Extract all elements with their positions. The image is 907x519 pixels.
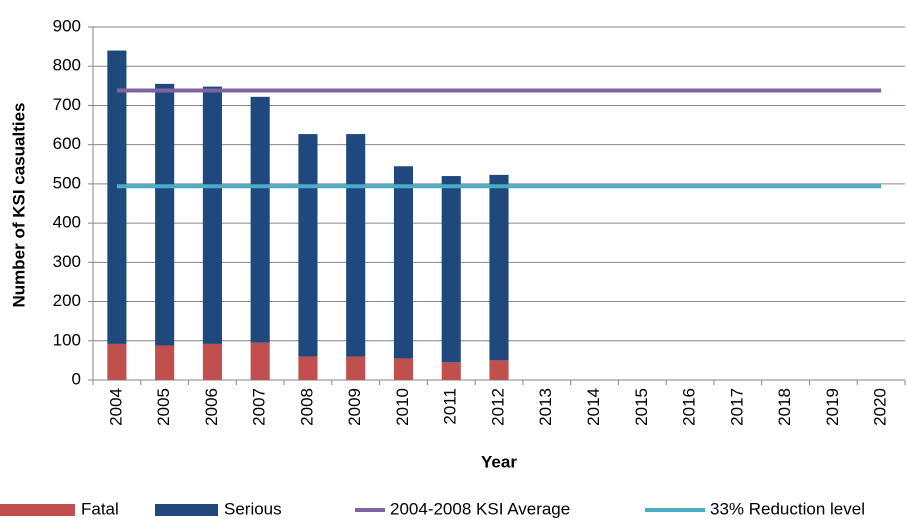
y-axis-label: Number of KSI casualties — [9, 102, 28, 307]
bar — [489, 174, 509, 361]
bar — [346, 356, 366, 380]
y-tick-label: 400 — [53, 213, 81, 232]
bar — [393, 166, 414, 359]
x-tick-label: 2009 — [345, 388, 364, 426]
x-tick-label: 2015 — [632, 388, 651, 426]
x-tick-label: 2008 — [297, 388, 316, 426]
x-tick-label: 2020 — [871, 388, 890, 426]
x-tick-label: 2004 — [106, 388, 125, 426]
legend-label: Serious — [224, 499, 282, 518]
y-tick-label: 700 — [53, 95, 81, 114]
bar — [298, 356, 318, 380]
legend-label: 2004-2008 KSI Average — [390, 499, 570, 518]
legend-label: 33% Reduction level — [710, 499, 865, 518]
y-tick-label: 300 — [53, 252, 81, 271]
x-tick-label: 2014 — [584, 388, 603, 426]
x-tick-label: 2016 — [680, 388, 699, 426]
bar — [155, 83, 175, 346]
y-tick-label: 0 — [72, 369, 81, 388]
x-axis-label: Year — [481, 452, 517, 471]
bar — [298, 134, 318, 357]
bar — [346, 134, 366, 357]
bar — [202, 86, 222, 344]
bar — [107, 50, 127, 344]
x-tick-label: 2010 — [393, 388, 412, 426]
y-tick-label: 100 — [53, 330, 81, 349]
x-tick-label: 2018 — [775, 388, 794, 426]
y-tick-label: 500 — [53, 173, 81, 192]
legend-label: Fatal — [81, 499, 119, 518]
x-tick-label: 2013 — [536, 388, 555, 426]
x-tick-label: 2012 — [488, 388, 507, 426]
bar — [489, 360, 509, 380]
bar — [250, 96, 270, 343]
bar — [441, 362, 461, 380]
bar — [155, 345, 175, 380]
x-tick-label: 2007 — [250, 388, 269, 426]
bar — [107, 343, 127, 380]
x-tick-label: 2005 — [154, 388, 173, 426]
y-tick-label: 200 — [53, 291, 81, 310]
bar — [202, 343, 222, 380]
legend-swatch — [155, 504, 218, 516]
legend-swatch — [0, 504, 75, 516]
x-tick-label: 2006 — [202, 388, 221, 426]
bar — [250, 342, 270, 380]
bar — [441, 176, 461, 363]
x-tick-label: 2017 — [727, 388, 746, 426]
bar — [393, 358, 414, 380]
x-tick-label: 2011 — [441, 388, 460, 425]
y-tick-label: 900 — [53, 16, 81, 35]
y-tick-label: 800 — [53, 56, 81, 75]
y-tick-label: 600 — [53, 134, 81, 153]
x-tick-label: 2019 — [823, 388, 842, 426]
